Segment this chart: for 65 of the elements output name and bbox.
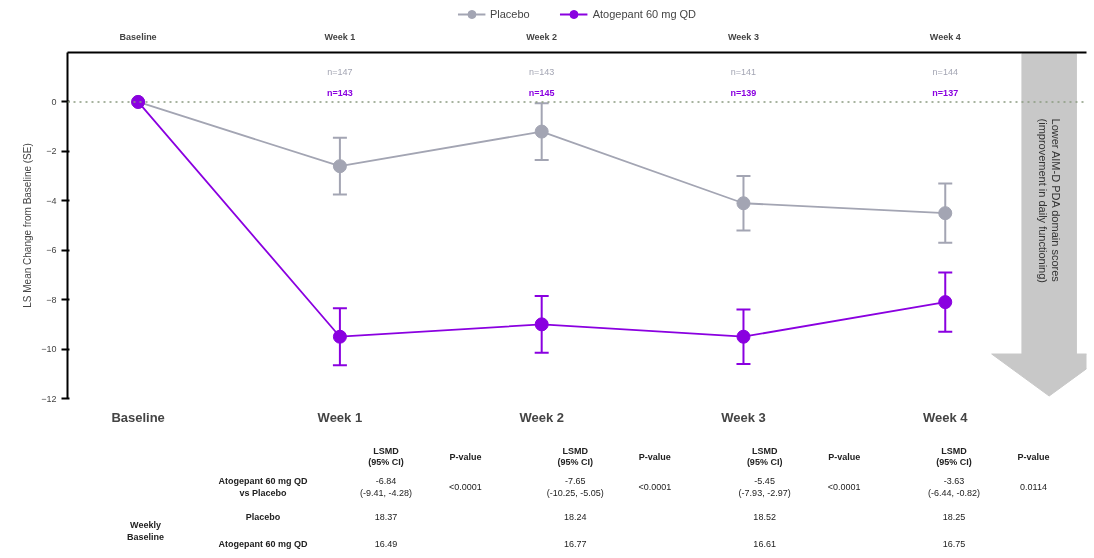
category-label: Week 1 xyxy=(324,31,356,42)
text: 18.37 xyxy=(374,512,398,523)
legend-label: Placebo xyxy=(489,8,530,20)
text: 18.24 xyxy=(564,512,587,523)
x-tick-label: Baseline xyxy=(111,409,165,425)
y-tick-label: −2 xyxy=(46,146,57,157)
y-tick-label: −8 xyxy=(46,294,57,305)
y-tick-label: −4 xyxy=(46,195,57,206)
text: 18.25 xyxy=(942,512,966,523)
text: LSMD (95% CI) xyxy=(746,445,783,468)
annotation: n=143 xyxy=(327,88,353,99)
text: 16.61 xyxy=(753,539,776,550)
text: Weekly Baseline xyxy=(127,520,165,542)
point xyxy=(332,159,347,174)
category-label: Week 3 xyxy=(728,31,759,42)
point xyxy=(938,295,953,310)
text: P-value xyxy=(828,451,861,462)
text: 16.75 xyxy=(942,539,966,550)
point xyxy=(534,317,549,332)
text: Atogepant 60 mg QD vs Placebo xyxy=(218,476,308,498)
text: LSMD (95% CI) xyxy=(936,445,972,468)
x-tick-label: Week 4 xyxy=(922,409,969,425)
text: LSMD (95% CI) xyxy=(368,445,404,468)
x-tick-label: Week 3 xyxy=(721,409,766,425)
text: P-value xyxy=(1017,451,1050,462)
point xyxy=(534,124,549,139)
annotation: n=145 xyxy=(528,88,555,99)
category-label: Baseline xyxy=(119,31,157,42)
y-axis-title: LS Mean Change from Baseline (SE) xyxy=(22,143,34,308)
text: 18.52 xyxy=(753,512,776,523)
y-tick-label: −6 xyxy=(46,245,57,256)
y-tick-label: −10 xyxy=(41,344,57,355)
text: LSMD (95% CI) xyxy=(557,445,594,468)
text: 0.0114 xyxy=(1020,481,1047,492)
text: -6.84 (-9.41, -4.28) xyxy=(359,476,412,498)
point xyxy=(332,329,347,344)
category-label: Week 4 xyxy=(929,31,961,42)
category-label: Week 2 xyxy=(526,31,558,42)
annotation: n=141 xyxy=(730,67,757,78)
text: -3.63 (-6.44, -0.82) xyxy=(927,476,980,498)
text: <0.0001 xyxy=(638,481,672,492)
annotation: n=143 xyxy=(529,67,555,78)
text: 16.49 xyxy=(374,539,398,550)
annotation: Lower AIM-D PDA domain scores (improvement in daily functioning) xyxy=(1036,118,1062,284)
annotation: n=147 xyxy=(327,67,353,78)
point xyxy=(938,206,953,221)
point xyxy=(736,329,751,344)
text: <0.0001 xyxy=(449,481,482,492)
x-tick-label: Week 2 xyxy=(519,409,564,425)
text: 16.77 xyxy=(564,539,587,550)
text: Placebo xyxy=(245,512,281,523)
point xyxy=(736,196,751,211)
y-tick-label: 0 xyxy=(51,96,57,107)
y-tick-label: −12 xyxy=(41,393,57,404)
annotation: n=139 xyxy=(730,88,757,99)
x-tick-label: Week 1 xyxy=(317,409,363,425)
text: <0.0001 xyxy=(827,481,861,492)
annotation: n=144 xyxy=(932,67,958,78)
legend-label: Atogepant 60 mg QD xyxy=(592,8,697,20)
text: -5.45 (-7.93, -2.97) xyxy=(738,476,791,498)
annotation: n=137 xyxy=(932,88,959,99)
text: Atogepant 60 mg QD xyxy=(218,539,308,550)
text: -7.65 (-10.25, -5.05) xyxy=(546,476,604,498)
text: P-value xyxy=(638,451,671,462)
text: P-value xyxy=(449,451,482,462)
